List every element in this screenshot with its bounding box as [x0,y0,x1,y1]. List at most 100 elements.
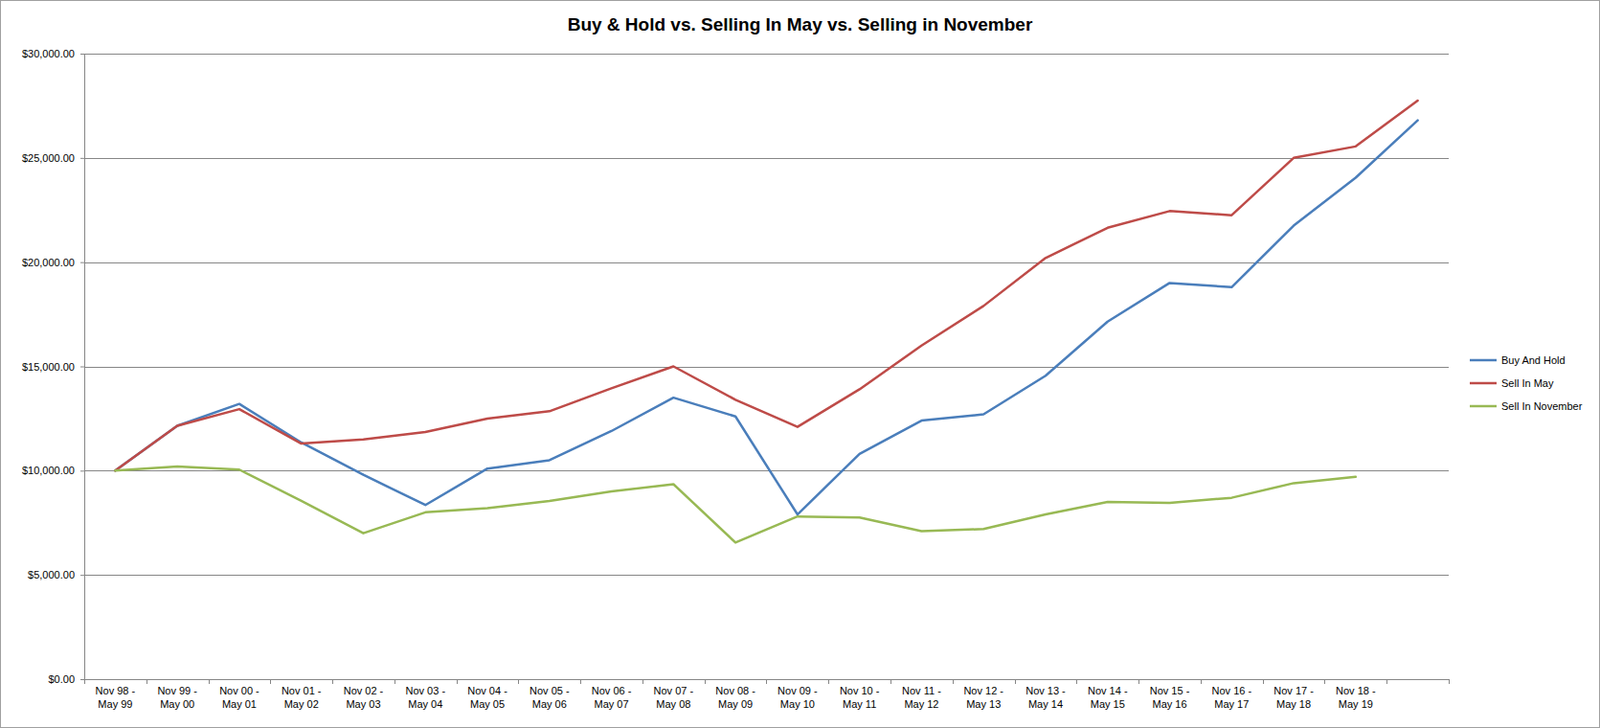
legend-label: Sell In May [1501,377,1555,389]
y-tick-mark [80,53,85,55]
x-tick: Nov 04 -May 05 [467,678,508,710]
x-tick: Nov 05 -May 06 [529,678,570,710]
x-tick-label: Nov 98 -May 99 [95,684,136,710]
x-tick-label: Nov 13 -May 14 [1025,684,1066,710]
category-divider [704,678,706,684]
category-divider [270,678,271,684]
category-divider [1014,678,1016,684]
x-tick-label: Nov 10 -May 11 [839,684,880,710]
y-tick: $25,000.00 [22,152,85,164]
y-tick-label: $25,000.00 [22,152,75,164]
y-tick: $0.00 [47,673,85,685]
grid-line [84,262,1449,264]
category-divider [332,678,334,684]
y-tick: $20,000.00 [22,256,85,269]
category-divider [394,678,396,684]
x-tick-label: Nov 09 -May 10 [777,684,818,710]
x-tick: Nov 09 -May 10 [777,678,818,710]
y-tick: $30,000.00 [22,47,85,60]
y-axis: $0.00 $5,000.00 $10,000.00 $15,000.00 $20,00… [22,47,86,685]
x-tick: Nov 11 -May 12 [901,678,942,710]
category-divider [1200,678,1202,684]
series-line [114,100,1418,471]
x-tick-label: Nov 03 -May 04 [405,684,446,710]
y-tick-mark [80,678,85,680]
y-tick-label: $10,000.00 [22,464,75,476]
grid-line [84,574,1449,576]
x-tick-label: Nov 01 -May 02 [281,684,322,710]
x-tick: Nov 13 -May 14 [1025,678,1066,710]
y-tick: $15,000.00 [22,360,85,373]
category-divider [1386,678,1388,684]
series-line [114,466,1355,542]
x-tick-label: Nov 12 -May 13 [963,684,1004,710]
x-tick-label: Nov 16 -May 17 [1212,684,1253,710]
grid-line [84,53,1449,55]
x-tick-label: Nov 04 -May 05 [467,684,508,710]
category-divider [518,678,519,684]
legend-swatch [1469,405,1497,408]
x-tick: Nov 07 -May 08 [653,678,695,710]
x-tick-label: Nov 06 -May 07 [591,684,632,710]
series-lines [114,100,1418,542]
grid-line [84,470,1449,472]
x-tick: Nov 01 -May 02 [281,678,322,710]
legend-label: Sell In November [1501,400,1583,412]
category-divider [208,678,210,684]
category-divider [642,678,644,684]
category-divider [1262,678,1264,684]
y-tick-label: $5,000.00 [27,568,75,581]
x-axis: Nov 98 -May 99 Nov 99 -May 00 Nov 00 -May … [85,678,1450,710]
y-tick-mark [80,157,85,159]
category-divider [828,678,830,684]
y-tick-label: $0.00 [47,673,75,685]
legend: Buy And Hold Sell In May Sell In November [1469,354,1583,412]
category-divider [1138,678,1140,684]
category-divider [952,678,954,684]
y-axis-line [84,54,86,680]
grid [84,54,1449,680]
y-tick-mark [80,574,85,576]
chart-border [0,0,1600,728]
y-tick: $10,000.00 [22,464,85,476]
category-divider [1076,678,1078,684]
x-tick: Nov 16 -May 17 [1212,678,1253,710]
y-tick-label: $20,000.00 [22,256,75,269]
x-tick-label: Nov 17 -May 18 [1273,684,1314,710]
x-tick: Nov 15 -May 16 [1149,678,1191,710]
y-tick-mark [80,366,85,368]
x-tick-label: Nov 05 -May 06 [529,684,570,710]
x-tick: Nov 98 -May 99 [95,678,136,710]
category-divider [766,678,767,684]
y-tick: $5,000.00 [27,568,85,581]
x-tick-label: Nov 14 -May 15 [1087,684,1128,710]
y-tick-mark [80,262,85,264]
category-divider [146,678,148,684]
x-tick: Nov 08 -May 09 [715,678,756,710]
chart-title: Buy & Hold vs. Selling In May vs. Sellin… [567,14,1034,35]
x-tick-label: Nov 11 -May 12 [901,684,942,710]
category-divider [1448,678,1450,684]
x-tick-label: Nov 99 -May 00 [157,684,198,710]
category-divider [84,678,86,684]
x-tick: Nov 10 -May 11 [839,678,880,710]
category-divider [890,678,892,684]
series-line [114,120,1418,515]
legend-swatch [1469,382,1497,385]
x-tick-label: Nov 18 -May 19 [1335,684,1376,710]
grid-line [84,366,1449,368]
category-divider [456,678,458,684]
y-tick-label: $30,000.00 [22,47,75,60]
x-tick-label: Nov 15 -May 16 [1149,684,1191,710]
x-tick: Nov 12 -May 13 [963,678,1004,710]
legend-label: Buy And Hold [1501,354,1566,366]
x-tick: Nov 18 -May 19 [1335,678,1376,710]
x-tick: Nov 02 -May 03 [343,678,384,710]
x-tick-label: Nov 00 -May 01 [219,684,260,710]
x-tick: Nov 17 -May 18 [1273,678,1314,710]
y-tick-label: $15,000.00 [22,360,75,373]
chart: $0.00 $5,000.00 $10,000.00 $15,000.00 $20,00… [0,0,1600,728]
x-tick-label: Nov 08 -May 09 [715,684,756,710]
x-tick: Nov 03 -May 04 [405,678,446,710]
x-tick-label: Nov 02 -May 03 [343,684,384,710]
